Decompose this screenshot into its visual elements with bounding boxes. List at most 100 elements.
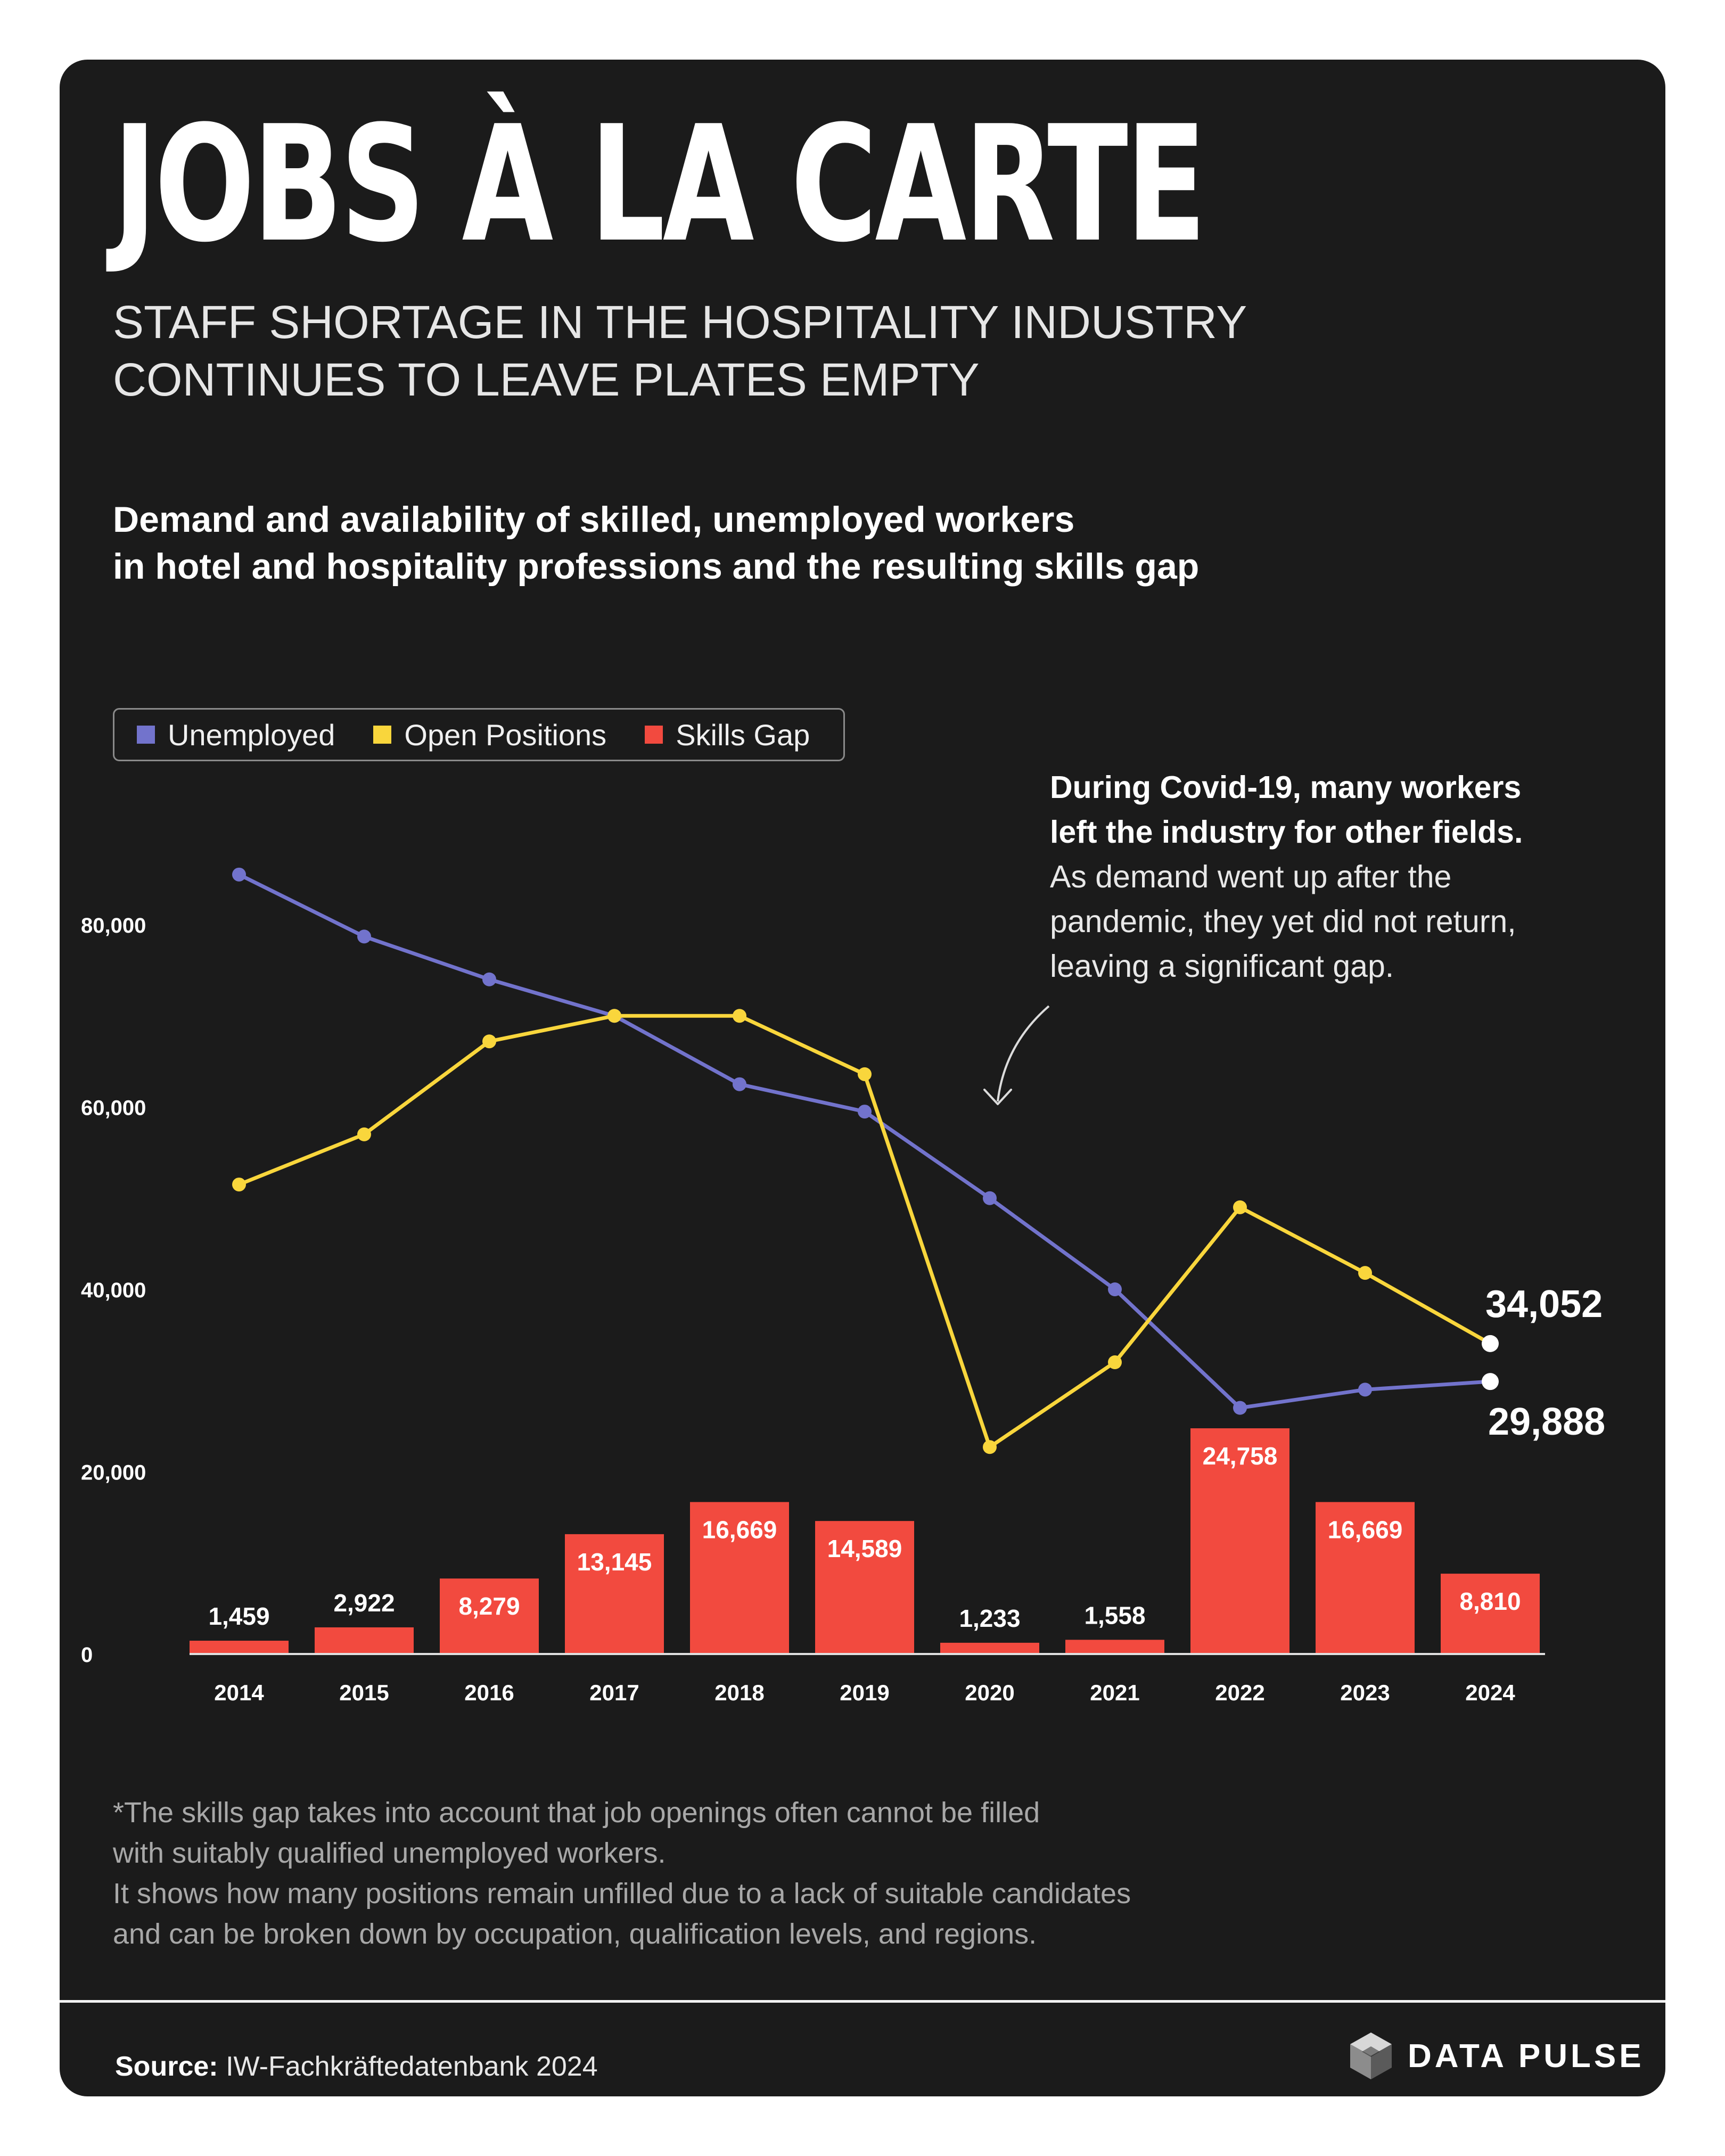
x-tick-label-2023: 2023 — [1340, 1680, 1390, 1705]
footnote-line-1: *The skills gap takes into account that … — [113, 1797, 1040, 1829]
skills-gap-label-2016: 8,279 — [458, 1592, 520, 1620]
y-tick-label-20000: 20,000 — [81, 1461, 146, 1485]
skills-gap-label-2021: 1,558 — [1084, 1601, 1145, 1629]
annotation-lead-line-2: left the industry for other fields. — [1050, 814, 1523, 850]
y-tick-label-80000: 80,000 — [81, 914, 146, 937]
skills-gap-bar-2015 — [315, 1627, 414, 1654]
unemployed-line — [238, 873, 1491, 1410]
x-tick-label-2019: 2019 — [840, 1680, 889, 1705]
chart-legend: Unemployed Open Positions Skills Gap — [113, 708, 845, 761]
legend-item-open-positions: Open Positions — [373, 718, 606, 752]
open-positions-point-2015 — [357, 1127, 371, 1141]
end-value-markers: 34,052 29,888 — [1482, 1283, 1605, 1443]
legend-item-skills-gap: Skills Gap — [645, 718, 810, 752]
y-tick-label-60000: 60,000 — [81, 1097, 146, 1120]
x-axis-ticks: 2014 2015 2016 2017 2018 2019 2020 2021 2022 2023… — [214, 1680, 1515, 1705]
annotation-arrowhead-icon — [983, 1089, 1012, 1105]
skills-gap-label-2014: 1,459 — [208, 1602, 269, 1630]
skills-gap-label-2015: 2,922 — [333, 1589, 395, 1617]
subtitle-line-2: CONTINUES TO LEAVE PLATES EMPTY — [113, 354, 980, 406]
open-positions-point-2018 — [733, 1009, 746, 1023]
y-axis-ticks: 0 20,000 40,000 60,000 80,000 — [81, 914, 146, 1667]
unemployed-point-2020 — [983, 1191, 997, 1205]
annotation-arrow-icon — [997, 1005, 1050, 1102]
unemployed-point-2024 — [1482, 1373, 1499, 1390]
covid-annotation: During Covid-19, many workers left the i… — [1050, 765, 1636, 989]
open-positions-end-label: 34,052 — [1485, 1283, 1603, 1326]
unemployed-point-2014 — [232, 867, 246, 882]
skills-gap-bar-2016 — [440, 1578, 539, 1654]
skills-gap-label-2023: 16,669 — [1328, 1516, 1403, 1544]
open-positions-point-2023 — [1358, 1266, 1372, 1280]
legend-label-open-positions: Open Positions — [404, 718, 607, 752]
unemployed-point-2021 — [1108, 1282, 1122, 1296]
legend-swatch-open-positions — [373, 726, 392, 744]
skills-gap-label-2024: 8,810 — [1459, 1587, 1521, 1615]
skills-gap-label-2019: 14,589 — [827, 1535, 902, 1562]
open-positions-point-2014 — [232, 1178, 246, 1192]
subtitle: STAFF SHORTAGE IN THE HOSPITALITY INDUST… — [113, 294, 1247, 409]
footnote-line-4: and can be broken down by occupation, qu… — [113, 1918, 1037, 1950]
open-positions-point-2020 — [983, 1440, 997, 1454]
unemployed-end-label: 29,888 — [1488, 1401, 1605, 1443]
cube-logo-icon — [1350, 2032, 1392, 2079]
x-tick-label-2018: 2018 — [714, 1680, 764, 1705]
skills-gap-bars: 1,459 2,922 8,279 13,145 16,669 14,589 1,233 1,… — [190, 1428, 1540, 1654]
legend-swatch-unemployed — [137, 726, 155, 744]
unemployed-point-2018 — [733, 1077, 746, 1091]
unemployed-point-2016 — [482, 972, 496, 986]
chart-title: Demand and availability of skilled, unem… — [113, 496, 1199, 590]
x-tick-label-2016: 2016 — [464, 1680, 514, 1705]
open-positions-point-2017 — [607, 1009, 621, 1023]
subtitle-line-1: STAFF SHORTAGE IN THE HOSPITALITY INDUST… — [113, 297, 1247, 348]
chart-title-line-2: in hotel and hospitality professions and… — [113, 546, 1200, 587]
open-positions-point-2021 — [1108, 1355, 1122, 1369]
source-label: Source: — [115, 2051, 218, 2082]
source-credit: Source: IW-Fachkräftedatenbank 2024 — [115, 2051, 598, 2083]
brand-name: DATA PULSE — [1408, 2037, 1645, 2075]
footer-divider — [60, 2000, 1665, 2003]
skills-gap-bar-2020 — [940, 1642, 1039, 1654]
skills-gap-label-2018: 16,669 — [702, 1516, 777, 1544]
footnote-line-3: It shows how many positions remain unfil… — [113, 1878, 1131, 1910]
skills-gap-bar-2017 — [565, 1534, 664, 1654]
legend-swatch-skills-gap — [645, 726, 663, 744]
open-positions-point-2024 — [1482, 1335, 1499, 1352]
unemployed-point-2022 — [1233, 1401, 1247, 1415]
x-tick-label-2017: 2017 — [589, 1680, 639, 1705]
open-positions-point-2022 — [1233, 1200, 1247, 1214]
source-text: IW-Fachkräftedatenbank 2024 — [226, 2051, 598, 2082]
annotation-lead-line-1: During Covid-19, many workers — [1050, 770, 1522, 805]
footnote-line-2: with suitably qualified unemployed worke… — [113, 1837, 666, 1869]
skills-gap-label-2017: 13,145 — [577, 1548, 652, 1576]
footnote: *The skills gap takes into account that … — [113, 1792, 1131, 1954]
line-series — [232, 867, 1491, 1454]
skills-gap-bar-2014 — [190, 1641, 289, 1654]
legend-item-unemployed: Unemployed — [137, 718, 335, 752]
skills-gap-bar-2024 — [1441, 1574, 1540, 1654]
unemployed-point-2023 — [1358, 1383, 1372, 1397]
skills-gap-label-2022: 24,758 — [1203, 1442, 1278, 1470]
x-tick-label-2024: 2024 — [1465, 1680, 1515, 1705]
y-tick-label-0: 0 — [81, 1643, 93, 1667]
y-tick-label-40000: 40,000 — [81, 1279, 146, 1302]
skills-gap-bar-2022 — [1190, 1428, 1289, 1654]
unemployed-point-2015 — [357, 929, 371, 944]
x-tick-label-2022: 2022 — [1215, 1680, 1264, 1705]
annotation-body-line-3: leaving a significant gap. — [1050, 949, 1394, 984]
x-tick-label-2021: 2021 — [1090, 1680, 1139, 1705]
skills-gap-bar-2019 — [815, 1521, 914, 1654]
brand-logo: DATA PULSE — [1348, 2030, 1645, 2081]
x-tick-label-2020: 2020 — [965, 1680, 1014, 1705]
chart-title-line-1: Demand and availability of skilled, unem… — [113, 499, 1075, 540]
legend-label-skills-gap: Skills Gap — [676, 718, 810, 752]
unemployed-point-2019 — [858, 1105, 872, 1119]
skills-gap-bar-2018 — [690, 1502, 789, 1654]
legend-label-unemployed: Unemployed — [168, 718, 335, 752]
chart-canvas: 0 20,000 40,000 60,000 80,000 1,459 2,922 8,27… — [81, 867, 1605, 1705]
open-positions-point-2019 — [858, 1067, 872, 1081]
skills-gap-bar-2021 — [1065, 1640, 1164, 1654]
annotation-body-line-1: As demand went up after the — [1050, 859, 1452, 894]
skills-gap-label-2020: 1,233 — [959, 1604, 1020, 1632]
skills-gap-bar-2023 — [1316, 1502, 1415, 1654]
